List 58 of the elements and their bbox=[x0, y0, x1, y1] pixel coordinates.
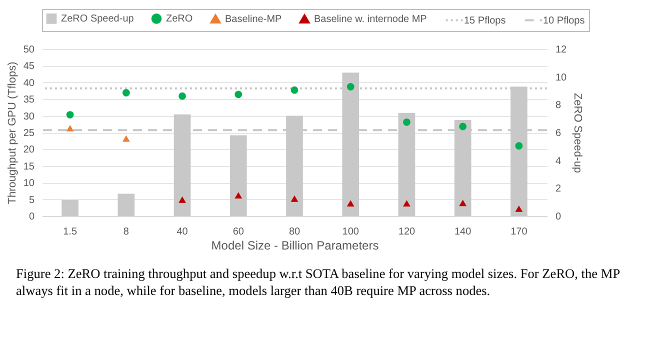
point bbox=[290, 86, 298, 94]
point bbox=[66, 111, 74, 118]
legend-label: Baseline-MP bbox=[225, 14, 282, 25]
x-tick-label: 170 bbox=[510, 226, 528, 238]
point bbox=[403, 118, 410, 126]
y2-tick-label: 0 bbox=[556, 212, 562, 222]
point bbox=[346, 200, 354, 207]
point bbox=[346, 83, 354, 90]
point bbox=[515, 205, 523, 212]
y-tick-label: 10 bbox=[23, 178, 35, 190]
legend-label: ZeRO bbox=[166, 14, 193, 25]
x-tick-label: 100 bbox=[342, 226, 360, 238]
x-tick-label: 60 bbox=[232, 226, 244, 238]
x-tick-label: 8 bbox=[123, 226, 130, 238]
point bbox=[403, 200, 410, 207]
x-tick-label: 120 bbox=[398, 226, 416, 238]
y-tick-label: 5 bbox=[28, 194, 35, 206]
y2-tick-label: 2 bbox=[556, 184, 562, 195]
point bbox=[178, 92, 186, 100]
legend-label: Baseline w. internode MP bbox=[314, 14, 428, 25]
point bbox=[515, 142, 523, 150]
y-tick-label: 40 bbox=[23, 78, 35, 89]
point bbox=[459, 122, 467, 130]
y-tick-label: 35 bbox=[23, 94, 35, 106]
x-axis-title: Model Size - Billion Parameters bbox=[211, 238, 379, 252]
y-tick-label: 15 bbox=[23, 161, 35, 172]
y2-tick-label: 6 bbox=[556, 128, 562, 139]
y2-axis-title: ZeRO Speed-up bbox=[572, 92, 584, 174]
legend-label: 15 Pflops bbox=[464, 15, 506, 26]
point bbox=[459, 200, 467, 206]
bar bbox=[230, 135, 247, 216]
point bbox=[234, 90, 242, 98]
y-tick-label: 50 bbox=[23, 44, 35, 56]
x-tick-label: 80 bbox=[288, 226, 300, 238]
bar bbox=[62, 200, 78, 216]
y-tick-label: 25 bbox=[23, 128, 35, 139]
point bbox=[178, 196, 186, 203]
point bbox=[234, 192, 242, 199]
legend-label: 10 Pflops bbox=[543, 15, 585, 26]
point bbox=[122, 135, 130, 142]
y-tick-label: 30 bbox=[23, 111, 35, 122]
y-axis-title: Throughput per GPU (Tflops) bbox=[6, 62, 18, 204]
legend-label: ZeRO Speed-up bbox=[61, 14, 134, 25]
bar bbox=[118, 194, 135, 216]
y-tick-label: 20 bbox=[23, 144, 35, 156]
y2-tick-label: 10 bbox=[556, 72, 568, 84]
x-tick-label: 40 bbox=[176, 226, 188, 238]
y-tick-label: 0 bbox=[28, 212, 35, 222]
x-tick-label: 1.5 bbox=[63, 226, 78, 238]
point bbox=[122, 89, 130, 96]
x-tick-label: 140 bbox=[454, 226, 472, 238]
point bbox=[66, 124, 74, 132]
caption: Figure 2: ZeRO training throughput and speedup w.r.t SOTA baseline for varying model sizes. For ZeRO, the MP always fit in a node, while for baseline, models larger than 40B require MP across nodes. bbox=[16, 266, 621, 299]
point bbox=[290, 195, 298, 202]
y2-tick-label: 8 bbox=[556, 100, 562, 112]
y-tick-label: 45 bbox=[23, 61, 35, 72]
y2-tick-label: 12 bbox=[556, 44, 568, 56]
y2-tick-label: 4 bbox=[556, 156, 562, 167]
